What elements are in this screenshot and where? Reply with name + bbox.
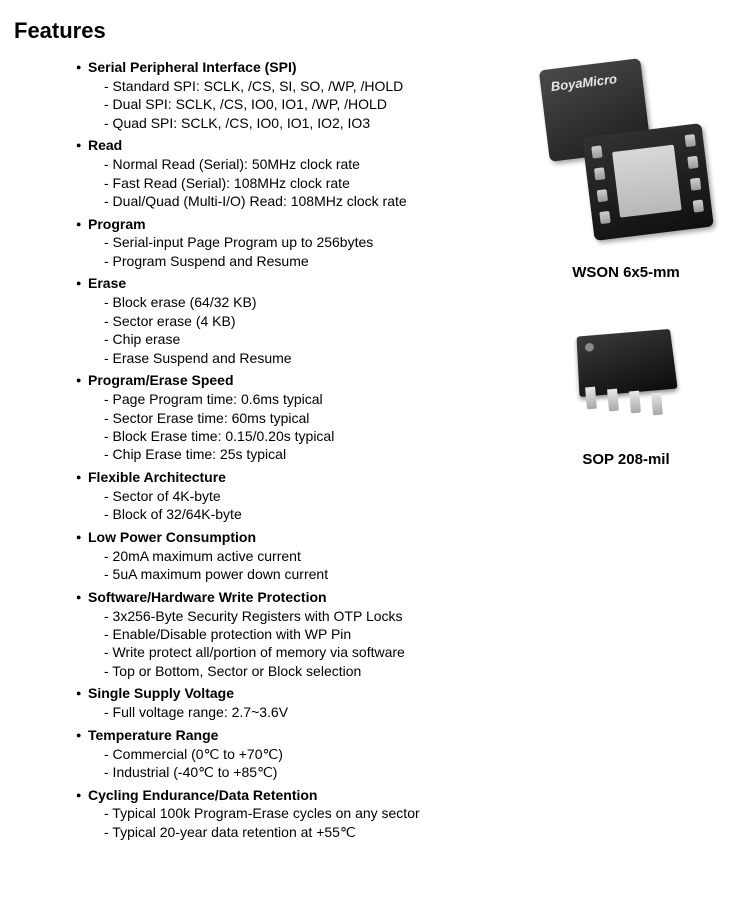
feature-item: - Standard SPI: SCLK, /CS, SI, SO, /WP, … [76, 77, 516, 95]
sop-pin [585, 387, 597, 410]
package-wson: BoyaMicro WSON 6x5-mm [516, 64, 736, 281]
feature-group: Software/Hardware Write Protection- 3x25… [76, 588, 516, 681]
feature-group: Single Supply Voltage- Full voltage rang… [76, 684, 516, 721]
feature-item: - Sector erase (4 KB) [76, 312, 516, 330]
feature-item: - Write protect all/portion of memory vi… [76, 643, 516, 661]
feature-header: Erase [76, 274, 516, 293]
feature-item: - Full voltage range: 2.7~3.6V [76, 703, 516, 721]
feature-item: - Sector of 4K-byte [76, 487, 516, 505]
wson-bottom-chip [582, 123, 714, 241]
feature-header: Software/Hardware Write Protection [76, 588, 516, 607]
feature-group: Temperature Range- Commercial (0℃ to +70… [76, 726, 516, 782]
wson-pin [687, 156, 698, 169]
feature-header: Read [76, 136, 516, 155]
wson-thermal-pad [612, 145, 682, 218]
wson-pin [597, 189, 608, 202]
content-row: Serial Peripheral Interface (SPI)- Stand… [14, 58, 736, 845]
feature-header: Serial Peripheral Interface (SPI) [76, 58, 516, 77]
feature-header: Cycling Endurance/Data Retention [76, 786, 516, 805]
feature-group: Flexible Architecture- Sector of 4K-byte… [76, 468, 516, 524]
sop-label: SOP 208-mil [516, 451, 736, 468]
wson-pin [693, 199, 704, 212]
feature-group: Cycling Endurance/Data Retention- Typica… [76, 786, 516, 842]
feature-group: Program- Serial-input Page Program up to… [76, 215, 516, 271]
feature-header: Flexible Architecture [76, 468, 516, 487]
sop-pin [607, 389, 619, 412]
wson-pin [591, 145, 602, 158]
feature-group: Low Power Consumption- 20mA maximum acti… [76, 528, 516, 584]
feature-item: - 5uA maximum power down current [76, 565, 516, 583]
feature-header: Program [76, 215, 516, 234]
feature-item: - Normal Read (Serial): 50MHz clock rate [76, 155, 516, 173]
feature-item: - Enable/Disable protection with WP Pin [76, 625, 516, 643]
wson-label: WSON 6x5-mm [516, 264, 736, 281]
wson-illustration: BoyaMicro [516, 64, 736, 254]
feature-item: - Chip Erase time: 25s typical [76, 445, 516, 463]
feature-group: Serial Peripheral Interface (SPI)- Stand… [76, 58, 516, 132]
wson-pin [594, 167, 605, 180]
feature-item: - Block of 32/64K-byte [76, 505, 516, 523]
feature-item: - Program Suspend and Resume [76, 252, 516, 270]
feature-item: - 3x256-Byte Security Registers with OTP… [76, 607, 516, 625]
feature-group: Read- Normal Read (Serial): 50MHz clock … [76, 136, 516, 210]
feature-item: - Serial-input Page Program up to 256byt… [76, 233, 516, 251]
feature-header: Program/Erase Speed [76, 371, 516, 390]
package-column: BoyaMicro WSON 6x5-mm [516, 58, 736, 508]
feature-group: Program/Erase Speed- Page Program time: … [76, 371, 516, 464]
feature-header: Low Power Consumption [76, 528, 516, 547]
feature-item: - Sector Erase time: 60ms typical [76, 409, 516, 427]
feature-item: - Commercial (0℃ to +70℃) [76, 745, 516, 763]
feature-item: - Top or Bottom, Sector or Block selecti… [76, 662, 516, 680]
package-sop: SOP 208-mil [516, 321, 736, 468]
feature-item: - Fast Read (Serial): 108MHz clock rate [76, 174, 516, 192]
sop-illustration [516, 321, 736, 441]
feature-item: - Typical 20-year data retention at +55℃ [76, 823, 516, 841]
sop-pin [651, 393, 663, 416]
feature-item: - Quad SPI: SCLK, /CS, IO0, IO1, IO2, IO… [76, 114, 516, 132]
page-title: Features [14, 18, 736, 44]
feature-group: Erase- Block erase (64/32 KB)- Sector er… [76, 274, 516, 367]
feature-item: - Typical 100k Program-Erase cycles on a… [76, 804, 516, 822]
feature-item: - Erase Suspend and Resume [76, 349, 516, 367]
feature-header: Single Supply Voltage [76, 684, 516, 703]
feature-item: - Dual SPI: SCLK, /CS, IO0, IO1, /WP, /H… [76, 95, 516, 113]
features-list: Serial Peripheral Interface (SPI)- Stand… [14, 58, 516, 845]
feature-item: - Block Erase time: 0.15/0.20s typical [76, 427, 516, 445]
feature-header: Temperature Range [76, 726, 516, 745]
feature-item: - Dual/Quad (Multi-I/O) Read: 108MHz clo… [76, 192, 516, 210]
feature-item: - Chip erase [76, 330, 516, 348]
wson-pin [690, 178, 701, 191]
sop-pin1-dot [585, 343, 594, 352]
feature-item: - Block erase (64/32 KB) [76, 293, 516, 311]
chip-brand-text: BoyaMicro [550, 71, 618, 94]
feature-item: - Page Program time: 0.6ms typical [76, 390, 516, 408]
feature-item: - 20mA maximum active current [76, 547, 516, 565]
feature-item: - Industrial (-40℃ to +85℃) [76, 763, 516, 781]
wson-pin [599, 211, 610, 224]
sop-pin [629, 391, 641, 414]
wson-pin [685, 134, 696, 147]
